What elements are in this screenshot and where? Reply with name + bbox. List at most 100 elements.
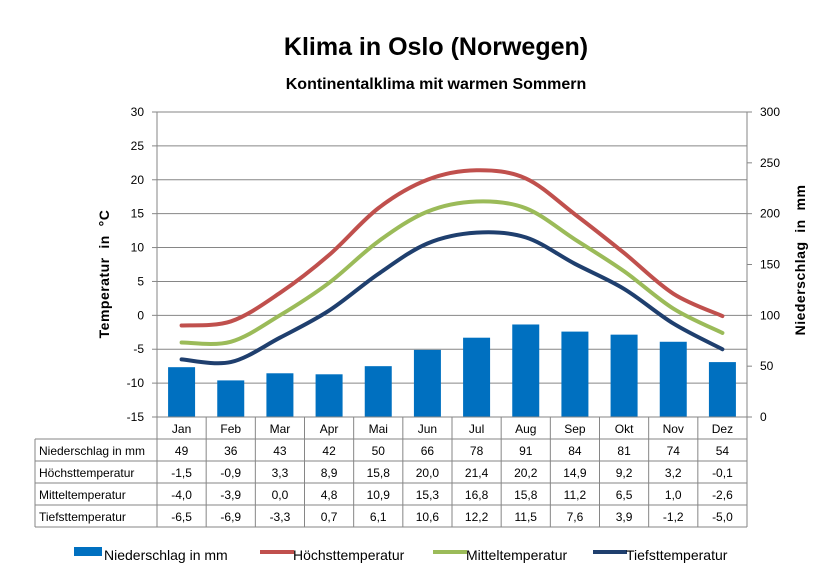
max-temperature-row-value: 3,2: [665, 466, 682, 480]
min-temperature-row-value: -6,9: [220, 510, 241, 524]
max-temperature-row-label: Höchsttemperatur: [39, 466, 134, 480]
left-tick-label: -5: [133, 342, 144, 356]
min-temperature-row-value: 0,7: [321, 510, 338, 524]
month-label: Apr: [320, 422, 339, 436]
right-tick-label: 50: [760, 359, 774, 373]
precipitation-row-value: 66: [421, 444, 435, 458]
legend-label: Höchsttemperatur: [293, 547, 405, 563]
month-label: Jan: [172, 422, 191, 436]
precipitation-bar: [168, 367, 196, 417]
min-temperature-row-value: -6,5: [171, 510, 192, 524]
precipitation-bar: [708, 362, 736, 417]
precipitation-bar: [266, 373, 294, 417]
mean-temperature-row-value: 6,5: [616, 488, 633, 502]
precipitation-row-value: 78: [470, 444, 484, 458]
month-label: Jul: [469, 422, 484, 436]
chart-title: Klima in Oslo (Norwegen): [283, 33, 589, 61]
left-tick-label: 5: [137, 274, 144, 288]
month-label: Mar: [270, 422, 291, 436]
legend-label: Tiefsttemperatur: [626, 547, 728, 563]
mean-temperature-row-value: 0,0: [272, 488, 289, 502]
min-temperature-row-value: 12,2: [465, 510, 489, 524]
min-temperature-row-value: 10,6: [416, 510, 440, 524]
month-label: Dez: [712, 422, 733, 436]
max-temperature-row-value: 15,8: [367, 466, 391, 480]
mean-temperature-row-value: 15,3: [416, 488, 440, 502]
month-label: Mai: [369, 422, 388, 436]
mean-temperature-row-value: 16,8: [465, 488, 489, 502]
left-tick-label: 10: [131, 241, 145, 255]
mean-temperature-line: [179, 199, 725, 346]
precipitation-bar: [512, 324, 540, 417]
min-temperature-line: [179, 230, 725, 366]
precipitation-bar: [463, 337, 491, 417]
legend-label: Niederschlag in mm: [104, 547, 228, 563]
min-temperature-row-value: -3,3: [270, 510, 291, 524]
right-tick-label: 0: [760, 410, 767, 424]
month-label: Jun: [418, 422, 437, 436]
max-temperature-row-value: 14,9: [563, 466, 587, 480]
chart-subtitle: Kontinentalklima mit warmen Sommern: [285, 76, 587, 93]
month-label: Nov: [663, 422, 684, 436]
max-temperature-row-value: 9,2: [616, 466, 633, 480]
precipitation-row-value: 54: [716, 444, 730, 458]
precipitation-row-label: Niederschlag in mm: [39, 444, 145, 458]
precipitation-bar: [610, 334, 638, 417]
left-tick-label: 20: [131, 173, 145, 187]
precipitation-row-value: 36: [224, 444, 238, 458]
legend-label: Mitteltemperatur: [466, 547, 567, 563]
max-temperature-row-value: 20,0: [416, 466, 440, 480]
min-temperature-row-value: -1,2: [663, 510, 684, 524]
right-tick-label: 200: [760, 207, 780, 221]
precipitation-row-value: 91: [519, 444, 533, 458]
right-tick-label: 250: [760, 156, 780, 170]
mean-temperature-row-value: -2,6: [712, 488, 733, 502]
precipitation-row-value: 42: [322, 444, 336, 458]
min-temperature-row-value: 11,5: [515, 510, 538, 524]
month-label: Sep: [564, 422, 586, 436]
mean-temperature-row-value: 11,2: [564, 488, 587, 502]
mean-temperature-row-value: 4,8: [321, 488, 338, 502]
max-temperature-row-value: 20,2: [514, 466, 538, 480]
mean-temperature-row-value: 1,0: [665, 488, 682, 502]
precipitation-row-value: 49: [175, 444, 189, 458]
mean-temperature-row-value: 15,8: [514, 488, 538, 502]
max-temperature-row-value: 3,3: [272, 466, 289, 480]
min-temperature-row-value: 7,6: [567, 510, 584, 524]
min-temperature-row-value: 6,1: [370, 510, 387, 524]
left-tick-label: -15: [127, 410, 145, 424]
legend-bar-swatch: [74, 547, 102, 556]
month-label: Aug: [515, 422, 536, 436]
max-temperature-row-value: -0,9: [220, 466, 241, 480]
max-temperature-row-value: -0,1: [712, 466, 733, 480]
mean-temperature-row-value: 10,9: [367, 488, 391, 502]
precipitation-bar: [315, 374, 343, 417]
precipitation-bar: [561, 331, 589, 417]
month-label: Feb: [220, 422, 241, 436]
precipitation-bar: [217, 380, 245, 417]
min-temperature-row-value: 3,9: [616, 510, 633, 524]
max-temperature-row-value: 21,4: [465, 466, 489, 480]
right-tick-label: 150: [760, 258, 780, 272]
precipitation-row-value: 50: [372, 444, 386, 458]
left-tick-label: 0: [137, 308, 144, 322]
max-temperature-line: [179, 168, 725, 328]
precipitation-row-value: 74: [667, 444, 681, 458]
right-tick-label: 100: [760, 308, 780, 322]
min-temperature-row-value: -5,0: [712, 510, 733, 524]
left-tick-label: 25: [131, 139, 145, 153]
mean-temperature-row-value: -3,9: [220, 488, 241, 502]
right-tick-label: 300: [760, 105, 780, 119]
left-tick-label: -10: [127, 376, 145, 390]
min-temperature-row-label: Tiefsttemperatur: [39, 510, 126, 524]
max-temperature-row-value: -1,5: [171, 466, 192, 480]
left-tick-label: 15: [131, 207, 145, 221]
precipitation-bar: [413, 349, 441, 417]
mean-temperature-row-label: Mitteltemperatur: [39, 488, 126, 502]
precipitation-row-value: 81: [617, 444, 631, 458]
max-temperature-row-value: 8,9: [321, 466, 338, 480]
precipitation-row-value: 84: [568, 444, 582, 458]
month-label: Okt: [615, 422, 634, 436]
left-tick-label: 30: [131, 105, 145, 119]
